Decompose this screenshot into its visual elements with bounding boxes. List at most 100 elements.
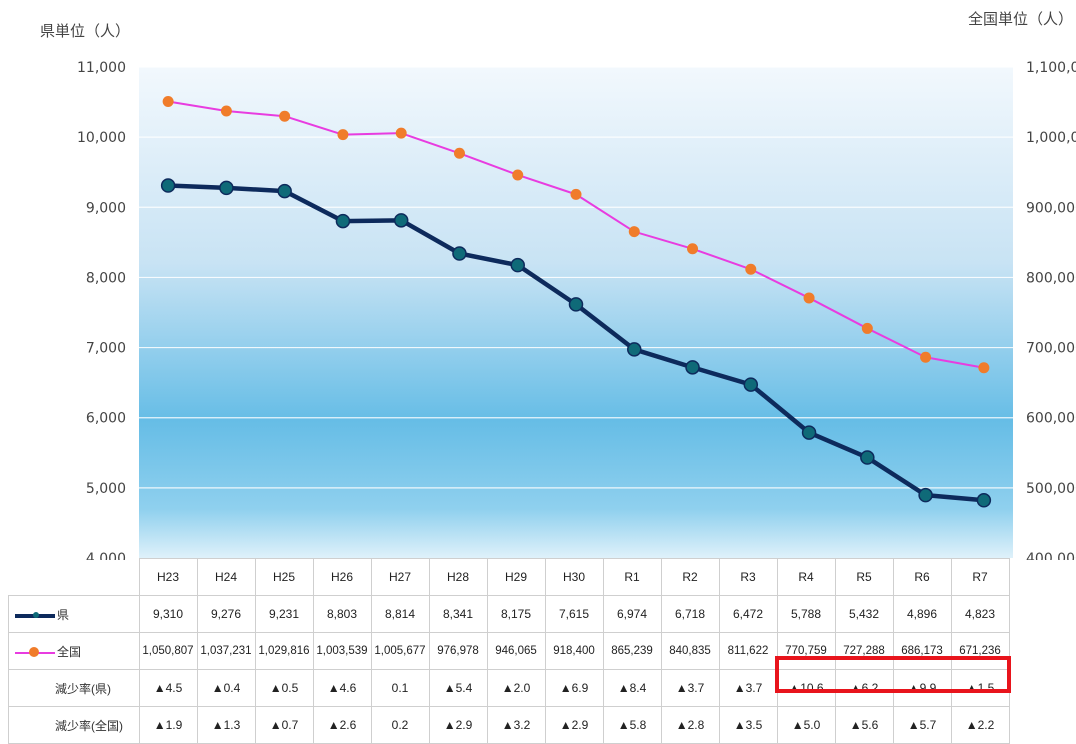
prefecture-point [918, 487, 933, 503]
prefecture-point [160, 178, 176, 193]
left-axis-tick-label: 10,000 [77, 130, 126, 146]
table-cell: 865,239 [602, 632, 662, 670]
national-point [570, 188, 582, 200]
table-cell: ▲1.5 [950, 669, 1010, 707]
category-header: H28 [428, 558, 488, 596]
right-axis-tick-label: 800,000 [1026, 270, 1076, 286]
national-point [220, 105, 232, 117]
national-point [687, 243, 699, 255]
table-cell: ▲3.7 [718, 669, 778, 707]
prefecture-point [860, 450, 875, 465]
row-label: 県 [57, 607, 70, 622]
left-axis-tick-label: 4,000 [86, 551, 126, 560]
national-point [337, 129, 349, 141]
table-cell: 811,622 [718, 632, 778, 670]
table-cell: ▲10.6 [776, 669, 836, 707]
table-cell: ▲4.6 [312, 669, 372, 707]
table-cell: ▲2.9 [544, 706, 604, 744]
table-cell: 671,236 [950, 632, 1010, 670]
national-point [162, 96, 174, 108]
table-cell: 8,803 [312, 595, 372, 633]
table-cell: 6,974 [602, 595, 662, 633]
national-point [628, 226, 640, 238]
prefecture-point [219, 180, 234, 196]
table-cell: ▲0.4 [196, 669, 256, 707]
prefecture-point [393, 213, 409, 228]
national-point [978, 362, 990, 374]
right-axis-unit-label: 全国単位（人） [968, 10, 1074, 28]
national-point [512, 169, 524, 181]
plot-background [139, 67, 1013, 558]
table-cell: 9,310 [138, 595, 198, 633]
table-cell: 4,896 [892, 595, 952, 633]
row-label-cell: 減少率(全国) [8, 706, 140, 744]
national-legend-swatch [15, 646, 55, 658]
national-point [920, 351, 932, 363]
prefecture-point [801, 425, 817, 440]
table-cell: ▲3.5 [718, 706, 778, 744]
national-decline-row: 減少率(全国) ▲1.9 ▲1.3 ▲0.7 ▲2.6 0.2 ▲2.9 ▲3.2 ▲2.9 ▲5… [8, 706, 1010, 744]
table-cell: 1,003,539 [312, 632, 372, 670]
table-cell: 0.1 [370, 669, 430, 707]
table-cell: 6,472 [718, 595, 778, 633]
national-point [395, 127, 407, 139]
table-cell: 0.2 [370, 706, 430, 744]
category-header: R5 [834, 558, 894, 596]
right-axis-tick-label: 600,000 [1026, 411, 1076, 427]
category-header: H23 [138, 558, 198, 596]
table-cell: 686,173 [892, 632, 952, 670]
row-label: 減少率(全国) [55, 718, 123, 733]
national-row: 全国 1,050,807 1,037,231 1,029,816 1,003,539 1,… [8, 632, 1010, 670]
right-axis-tick-label: 900,000 [1026, 200, 1076, 216]
right-axis-tick-label: 400,000 [1026, 551, 1076, 560]
table-cell: 5,432 [834, 595, 894, 633]
table-cell: ▲6.2 [834, 669, 894, 707]
prefecture-point [277, 183, 292, 199]
chart: 県単位（人） 全国単位（人） 4,000 400,000 5,000 500,000 6… [8, 10, 1076, 744]
category-header: H24 [196, 558, 256, 596]
table-cell: ▲8.4 [602, 669, 662, 707]
prefecture-point [743, 377, 759, 392]
prefecture-point [335, 213, 351, 229]
table-cell: 918,400 [544, 632, 604, 670]
table-cell: ▲2.9 [428, 706, 488, 744]
category-header: R7 [950, 558, 1010, 596]
table-cell: ▲2.2 [950, 706, 1010, 744]
prefecture-point [568, 297, 584, 312]
table-cell: 4,823 [950, 595, 1010, 633]
left-axis-tick-label: 6,000 [86, 411, 126, 427]
category-header: H29 [486, 558, 546, 596]
category-header: R3 [718, 558, 778, 596]
category-header: R4 [776, 558, 836, 596]
table-cell: ▲2.8 [660, 706, 720, 744]
row-label-cell: 減少率(県) [8, 669, 140, 707]
category-header: H30 [544, 558, 604, 596]
table-cell: 976,978 [428, 632, 488, 670]
table-cell: ▲9.9 [892, 669, 952, 707]
table-cell: ▲0.7 [254, 706, 314, 744]
table-cell: 946,065 [486, 632, 546, 670]
national-point [453, 147, 465, 159]
table-cell: 7,615 [544, 595, 604, 633]
table-cell: ▲1.3 [196, 706, 256, 744]
data-table: H23 H24 H25 H26 H27 H28 H29 H30 R1 R2 R3… [8, 558, 1010, 744]
table-cell: ▲5.6 [834, 706, 894, 744]
right-axis-tick-label: 1,000,000 [1026, 130, 1076, 146]
left-axis-tick-label: 5,000 [86, 481, 126, 497]
national-point [861, 322, 873, 334]
right-axis-tick-label: 500,000 [1026, 481, 1076, 497]
table-cell: 9,276 [196, 595, 256, 633]
row-label-cell: 県 [8, 595, 140, 633]
prefecture-point [510, 257, 525, 273]
table-cell: 1,037,231 [196, 632, 256, 670]
prefecture-point [685, 360, 700, 375]
left-axis-tick-label: 8,000 [86, 270, 126, 286]
row-label: 減少率(県) [55, 681, 111, 696]
category-header: H25 [254, 558, 314, 596]
prefecture-point [452, 246, 467, 261]
prefecture-row: 県 9,310 9,276 9,231 8,803 8,814 8,341 8,175 7,61… [8, 595, 1010, 633]
left-axis-tick-label: 11,000 [77, 60, 126, 76]
table-cell: 770,759 [776, 632, 836, 670]
category-header: H26 [312, 558, 372, 596]
left-axis-unit-label: 県単位（人） [40, 22, 131, 40]
